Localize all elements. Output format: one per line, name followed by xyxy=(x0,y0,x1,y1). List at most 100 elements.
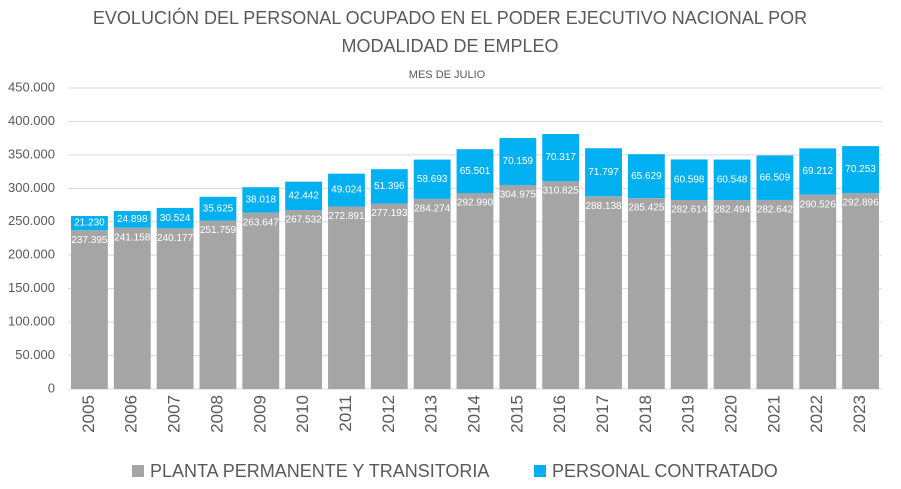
data-label: 267.532 xyxy=(286,215,323,226)
legend-label: PLANTA PERMANENTE Y TRANSITORIA xyxy=(150,461,489,481)
x-tick-label: 2022 xyxy=(807,395,826,433)
data-label: 310.825 xyxy=(543,186,580,197)
bar-segment xyxy=(413,198,451,389)
bar-segment xyxy=(799,194,837,389)
bar-segment xyxy=(585,148,622,197)
data-label: 35.625 xyxy=(203,203,234,214)
x-tick-label: 2016 xyxy=(550,395,569,433)
data-label: 51.396 xyxy=(374,181,405,192)
bar-segment xyxy=(799,148,837,195)
chart-title: EVOLUCIÓN DEL PERSONAL OCUPADO EN EL POD… xyxy=(92,8,808,56)
data-label: 69.212 xyxy=(802,166,833,177)
data-label: 282.614 xyxy=(671,205,708,216)
y-tick-label: 450.000 xyxy=(8,79,55,94)
y-tick-label: 250.000 xyxy=(8,213,55,228)
data-label: 272.891 xyxy=(328,211,365,222)
data-label: 71.797 xyxy=(588,167,619,178)
bar-segment xyxy=(113,211,151,228)
data-label: 21.230 xyxy=(74,218,105,229)
x-tick-label: 2009 xyxy=(250,395,269,433)
data-label: 292.896 xyxy=(843,198,880,209)
bar-segment xyxy=(542,134,580,182)
data-label: 42.442 xyxy=(288,190,319,201)
data-label: 288.138 xyxy=(585,201,622,212)
data-label: 285.425 xyxy=(628,203,665,214)
bar-segment xyxy=(627,198,665,389)
y-tick-label: 50.000 xyxy=(15,347,55,362)
data-label: 65.501 xyxy=(460,166,491,177)
data-label: 304.975 xyxy=(500,190,537,201)
data-label: 49.024 xyxy=(331,185,362,196)
x-tick-label: 2006 xyxy=(122,395,141,433)
x-tick-label: 2008 xyxy=(207,395,226,433)
x-tick-label: 2005 xyxy=(79,395,98,433)
x-tick-label: 2014 xyxy=(464,395,483,433)
bar-segment xyxy=(585,196,622,389)
y-tick-label: 100.000 xyxy=(8,314,55,329)
bar-segment xyxy=(328,206,365,389)
bar-segment xyxy=(370,169,408,204)
bar-segment xyxy=(842,193,880,389)
data-label: 66.509 xyxy=(760,172,791,183)
bar-segment xyxy=(156,207,194,229)
bar-segment xyxy=(499,185,537,389)
bar-segment xyxy=(413,159,451,199)
data-label: 241.158 xyxy=(114,232,151,243)
x-tick-label: 2017 xyxy=(593,395,612,433)
data-label: 70.317 xyxy=(545,152,576,163)
bar-segment xyxy=(70,216,108,231)
data-label: 240.177 xyxy=(157,233,194,244)
x-tick-label: 2021 xyxy=(764,395,783,433)
x-tick-label: 2015 xyxy=(507,395,526,433)
y-tick-label: 0 xyxy=(48,380,55,395)
bar-segment xyxy=(285,210,323,389)
y-tick-label: 150.000 xyxy=(8,280,55,295)
y-tick-label: 400.000 xyxy=(8,113,55,128)
data-label: 290.526 xyxy=(800,199,837,210)
bar-segment xyxy=(456,149,494,194)
x-tick-label: 2012 xyxy=(379,395,398,433)
bar-segment xyxy=(113,227,151,389)
bar-segment xyxy=(328,173,365,207)
data-label: 284.274 xyxy=(414,203,451,214)
legend-label: PERSONAL CONTRATADO xyxy=(552,461,778,481)
data-label: 30.524 xyxy=(160,213,191,224)
chart-subtitle: MES DE JULIO xyxy=(409,69,486,81)
data-label: 24.898 xyxy=(117,214,148,225)
bar-segment xyxy=(756,155,794,200)
bar-segment xyxy=(499,138,537,186)
data-label: 282.494 xyxy=(714,205,751,216)
bar-segment xyxy=(242,212,280,389)
x-tick-label: 2023 xyxy=(850,395,869,433)
bar-segment xyxy=(627,154,665,199)
bar-segment xyxy=(199,196,237,221)
data-label: 282.642 xyxy=(757,205,794,216)
bar-segment xyxy=(713,200,751,389)
data-label: 237.395 xyxy=(71,235,108,246)
legend-swatch xyxy=(132,465,144,477)
bar-segment xyxy=(842,146,880,194)
data-label: 60.598 xyxy=(674,174,705,185)
bar-segment xyxy=(70,230,108,389)
bar-segment xyxy=(670,159,708,200)
data-label: 65.629 xyxy=(631,171,662,182)
data-label: 58.693 xyxy=(417,174,448,185)
data-label: 251.759 xyxy=(200,225,237,236)
x-tick-label: 2020 xyxy=(722,395,741,433)
x-tick-label: 2011 xyxy=(336,395,355,432)
bar-segment xyxy=(542,181,580,389)
data-label: 38.018 xyxy=(245,195,276,206)
bar-segment xyxy=(156,228,194,389)
x-tick-label: 2018 xyxy=(636,395,655,433)
bar-segment xyxy=(756,199,794,389)
bar-segment xyxy=(456,193,494,389)
bar-segment xyxy=(713,159,751,201)
legend-swatch xyxy=(534,465,546,477)
x-tick-label: 2007 xyxy=(165,395,184,433)
x-tick-label: 2010 xyxy=(293,395,312,433)
x-tick-label: 2013 xyxy=(422,395,441,433)
data-label: 70.253 xyxy=(845,164,876,175)
bar-segment xyxy=(370,203,408,389)
data-label: 70.159 xyxy=(503,156,534,167)
